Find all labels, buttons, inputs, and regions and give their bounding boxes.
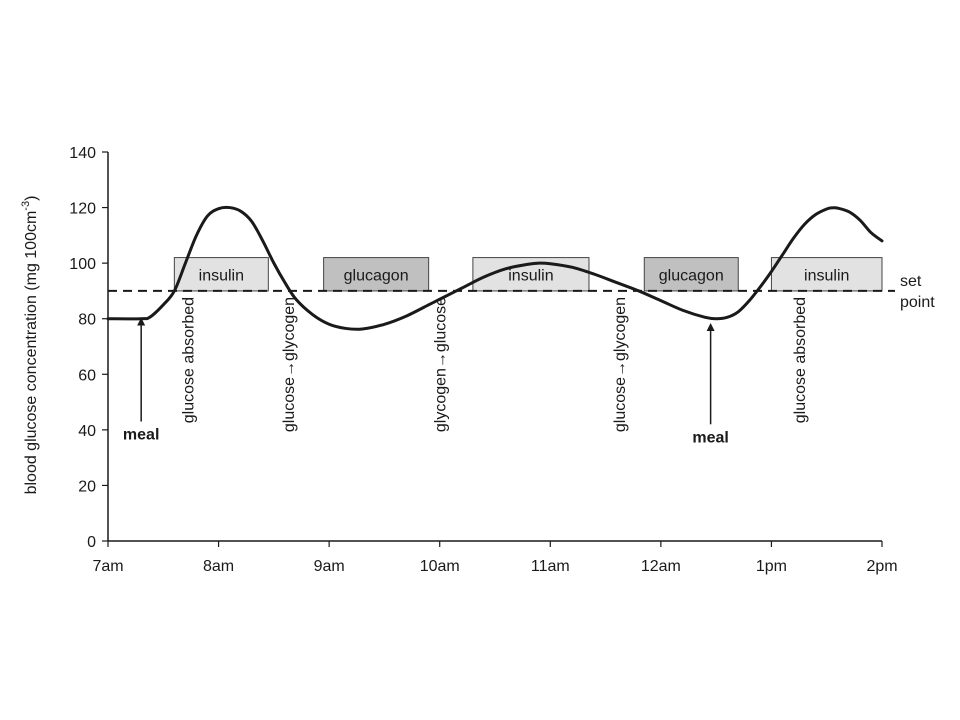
x-tick-label: 7am [92, 558, 123, 575]
hormone-box-label: glucagon [659, 267, 724, 284]
x-tick-label: 9am [314, 558, 345, 575]
event-label: glucose absorbed [792, 297, 809, 423]
x-tick-label: 12am [641, 558, 681, 575]
y-tick-label: 20 [78, 478, 96, 495]
event-labels: glucose absorbed glucose→glycogen glycogen… [181, 297, 809, 432]
y-tick-label: 100 [69, 256, 96, 273]
set-point-label-line1: set [900, 273, 922, 290]
y-tick-label: 0 [87, 534, 96, 551]
y-axis-title-main: blood glucose concentration (mg 100cm [23, 211, 40, 495]
y-axis-title: blood glucose concentration (mg 100cm-3) [20, 196, 40, 495]
hormone-box-label: insulin [804, 267, 849, 284]
y-tick-label: 140 [69, 145, 96, 162]
y-tick-label: 120 [69, 201, 96, 218]
meal-label: meal [123, 427, 159, 444]
y-axis-title-superscript: -3 [20, 201, 32, 211]
event-label: glycogen→glucose [433, 297, 450, 432]
y-tick-label: 60 [78, 367, 96, 384]
x-tick-label: 1pm [756, 558, 787, 575]
x-tick-label: 8am [203, 558, 234, 575]
y-axis-title-close: ) [23, 196, 40, 201]
y-tick-label: 80 [78, 312, 96, 329]
hormone-box-label: glucagon [344, 267, 409, 284]
meal-markers: meal meal [123, 317, 729, 446]
x-tick-label: 11am [531, 558, 570, 575]
meal-label: meal [692, 429, 728, 446]
axes: 0 20 40 60 80 100 120 140 7am 8am 9am 10am 11am 12am 1… [69, 145, 897, 575]
hormone-box-insulin [770, 257, 883, 292]
event-label: glucose→glycogen [281, 297, 298, 432]
hormone-box-label: insulin [508, 267, 553, 284]
glucose-curve-layer [106, 205, 884, 331]
hormone-box-label: insulin [199, 267, 244, 284]
set-point-label-line2: point [900, 294, 935, 311]
event-label: glucose→glycogen [612, 297, 629, 432]
x-tick-label: 10am [420, 558, 460, 575]
hormone-box-insulin [173, 257, 269, 292]
glucose-curve [106, 205, 884, 331]
y-tick-label: 40 [78, 423, 96, 440]
hormone-box-glucagon [323, 257, 430, 292]
x-tick-label: 2pm [866, 558, 897, 575]
hormone-box-glucagon [643, 257, 739, 292]
event-label: glucose absorbed [181, 297, 198, 423]
